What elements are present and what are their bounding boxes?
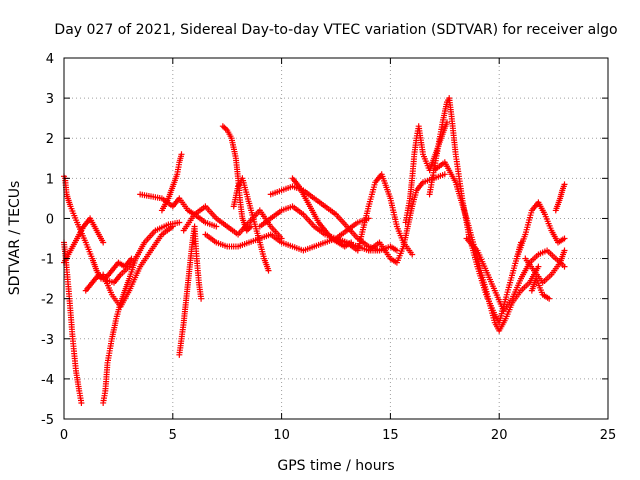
x-tick-label: 25 [600, 428, 617, 443]
data-point-markers [289, 175, 355, 250]
y-tick-label: 3 [46, 92, 54, 107]
data-series-track-26 [528, 275, 553, 302]
data-point-markers [430, 159, 542, 334]
data-point-markers [528, 275, 553, 302]
y-tick-label: -2 [41, 293, 54, 308]
data-series-track-5 [100, 219, 183, 406]
y-tick-label: -5 [41, 413, 54, 428]
data-point-markers [100, 219, 183, 406]
y-tick-label: 2 [46, 132, 54, 147]
data-point-markers [333, 171, 416, 258]
y-tick-label: -3 [41, 333, 54, 348]
x-axis-label: GPS time / hours [277, 458, 394, 474]
data-series-track-25 [552, 181, 568, 214]
x-tick-label: 15 [382, 428, 399, 443]
data-series-track-17 [333, 171, 416, 258]
x-tick-label: 5 [169, 428, 177, 443]
data-series-track-6 [100, 223, 176, 310]
data-point-markers [522, 247, 568, 286]
data-point-markers [463, 235, 568, 314]
data-point-markers [513, 199, 568, 262]
x-tick-label: 10 [273, 428, 290, 443]
data-series-track-16 [289, 175, 355, 250]
data-series-track-23 [513, 199, 568, 262]
y-axis-label: SDTVAR / TECUs [7, 181, 23, 296]
grid-lines [64, 58, 608, 419]
y-tick-label: 0 [46, 212, 54, 227]
data-point-markers [137, 191, 220, 230]
chart-title: Day 027 of 2021, Sidereal Day-to-day VTE… [54, 22, 617, 38]
y-tick-label: 1 [46, 172, 54, 187]
x-tick-label: 0 [60, 428, 68, 443]
data-point-markers [552, 181, 568, 214]
data-series-track-20 [426, 95, 524, 326]
data-point-markers [61, 173, 141, 286]
data-series-track-8 [158, 151, 185, 214]
y-tick-label: -4 [41, 373, 54, 388]
data-series-track-1 [61, 173, 141, 286]
data-point-markers [100, 223, 176, 310]
data-series-track-9 [176, 223, 205, 358]
data-series-track-12 [230, 175, 272, 274]
data-point-markers [426, 95, 524, 326]
y-tick-label: 4 [46, 52, 54, 67]
data-point-markers [176, 223, 205, 358]
data-series-track-24 [522, 247, 568, 286]
data-point-markers [230, 175, 272, 274]
data-series [61, 95, 568, 406]
data-series-track-21 [430, 159, 542, 334]
x-tick-label: 20 [491, 428, 508, 443]
y-tick-label: -1 [41, 253, 54, 268]
plot-frame [63, 57, 609, 420]
data-series-track-22 [463, 235, 568, 314]
data-series-track-7 [137, 191, 220, 230]
data-point-markers [158, 151, 185, 214]
